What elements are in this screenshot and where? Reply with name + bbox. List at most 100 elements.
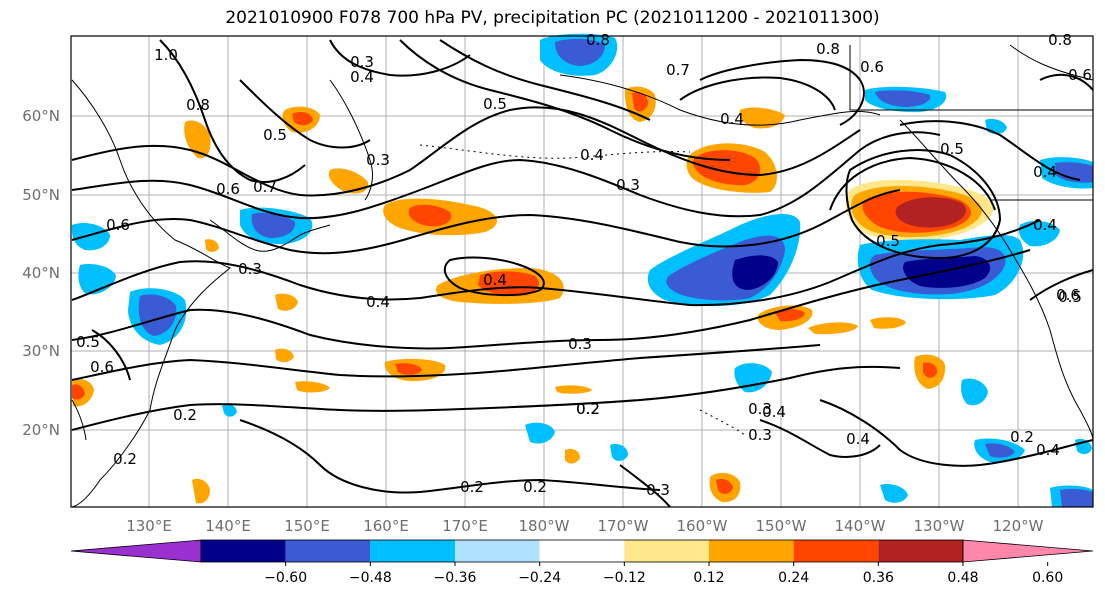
pv-contour [159,39,306,184]
precip-positive-patch [632,92,648,112]
colorbar-segment [624,540,709,562]
contour-label: 0.5 [940,140,964,158]
pv-contour [845,149,1002,260]
contour-label: 0.2 [173,406,197,424]
pv-contour [819,399,1094,467]
longitude-label: 140°W [835,517,886,535]
contour-label: 0.5 [483,95,507,113]
colorbar-segment [539,540,625,562]
contour-label: 0.8 [1048,31,1072,49]
colorbar-segment [793,540,879,562]
precip-negative-patch [222,403,237,417]
precip-negative-patch [1055,162,1093,183]
contour-label: 0.8 [586,31,610,49]
colorbar-tick-label: 0.12 [693,570,724,586]
contour-label: 0.5 [76,333,100,351]
contour-label: 0.6 [1068,66,1092,84]
colorbar-extend-high [962,539,1094,563]
precip-positive-patch [870,317,906,329]
contour-label: 0.2 [460,478,484,496]
contour-label: 0.8 [816,40,840,58]
precip-positive-patch [739,107,785,129]
contour-labels: 0.8 0.8 0.80.7 0.60.30.41.00.8 0.50.30.50.40… [76,31,1092,499]
contour-label: 0.6 [860,58,884,76]
precip-positive-patch [923,362,938,378]
precip-positive-patch [275,293,298,311]
contour-label: 0.3 [568,335,592,353]
contour-label: 0.2 [576,400,600,418]
pv-contour [619,464,671,508]
colorbar-segment [455,540,540,562]
pv-contour [759,419,881,458]
contour-label: 0.5 [1058,288,1082,306]
precip-positive-patch [565,448,580,464]
precip-negative-patch [961,378,988,406]
pv-contour [71,131,941,220]
contour-label: 0.3 [366,151,390,169]
precip-positive-patch [775,309,805,322]
colorbar-tick-label: 0.48 [947,570,978,586]
precip-negative-patch [985,443,1015,458]
precip-negative-patch [903,256,991,288]
contour-label: 0.4 [1033,216,1057,234]
colorbar-segment [370,540,455,562]
pv-contour [329,39,471,77]
contour-label: 0.2 [1010,428,1034,446]
contour-label: 0.2 [576,400,600,418]
precip-negative-patch [251,212,296,238]
precip-positive-patch [192,478,210,504]
contour-label: 0.4 [350,68,374,86]
colorbar-tick-label: 0.24 [778,570,809,586]
colorbar: −0.60 −0.48 −0.36 −0.24 −0.12 0.12 0.24 0.36 0.4… [70,539,1094,586]
precip-positive-patch [72,384,85,400]
coastline-kamchatka [329,79,373,201]
contour-label: 0.7 [253,178,277,196]
longitude-label: 120°W [993,517,1044,535]
longitude-label: 140°E [205,517,251,535]
colorbar-tick-label: −0.48 [349,570,392,586]
contour-label: 0.6 [1056,286,1080,304]
precip-positive-patch [328,168,369,194]
border-line [849,45,1093,111]
contour-label: 0.6 [216,180,240,198]
pv-contour [71,219,1041,307]
longitude-label: 180°W [519,517,570,535]
contour-label: 0.3 [350,53,374,71]
longitude-label: 150°E [284,517,330,535]
precip-positive-patch [275,348,294,363]
contour-label: 0.4 [366,293,390,311]
coastline-hawaii [699,409,746,436]
pv-contour [91,329,131,381]
contour-label: 0.4 [720,110,744,128]
contour-label: 1.0 [154,46,178,64]
coastline-aleutians [419,144,691,159]
colorbar-tick-label: −0.12 [603,570,646,586]
colorbar-extend-low [70,539,202,563]
precip-negative-patch [610,444,628,461]
longitude-label: 160°W [677,517,728,535]
coastline-asia [71,79,231,508]
latitude-label: 40°N [22,264,60,282]
pv-contour [239,79,371,149]
latitude-label: 20°N [22,421,60,439]
precip-positive-patch [808,322,858,335]
pv-contours [71,39,1094,508]
colorbar-tick-label: 0.60 [1032,570,1063,586]
longitude-label: 160°E [363,517,409,535]
precipitation-shading [71,33,1093,507]
precip-positive-patch [716,478,733,494]
latitude-label: 30°N [22,342,60,360]
contour-label: 0.3 [646,481,670,499]
contour-label: 0.4 [1033,163,1057,181]
colorbar-tick-label: 0.36 [863,570,894,586]
precip-positive-patch [295,381,330,393]
coastline-alaska [559,74,881,126]
longitude-label: 170°W [598,517,649,535]
precip-negative-patch [732,255,778,290]
contour-label: 0.8 [186,96,210,114]
longitude-label: 150°W [756,517,807,535]
contour-label: 0.2 [113,450,137,468]
contour-label: 0.3 [748,426,772,444]
precip-negative-patch [71,223,110,251]
